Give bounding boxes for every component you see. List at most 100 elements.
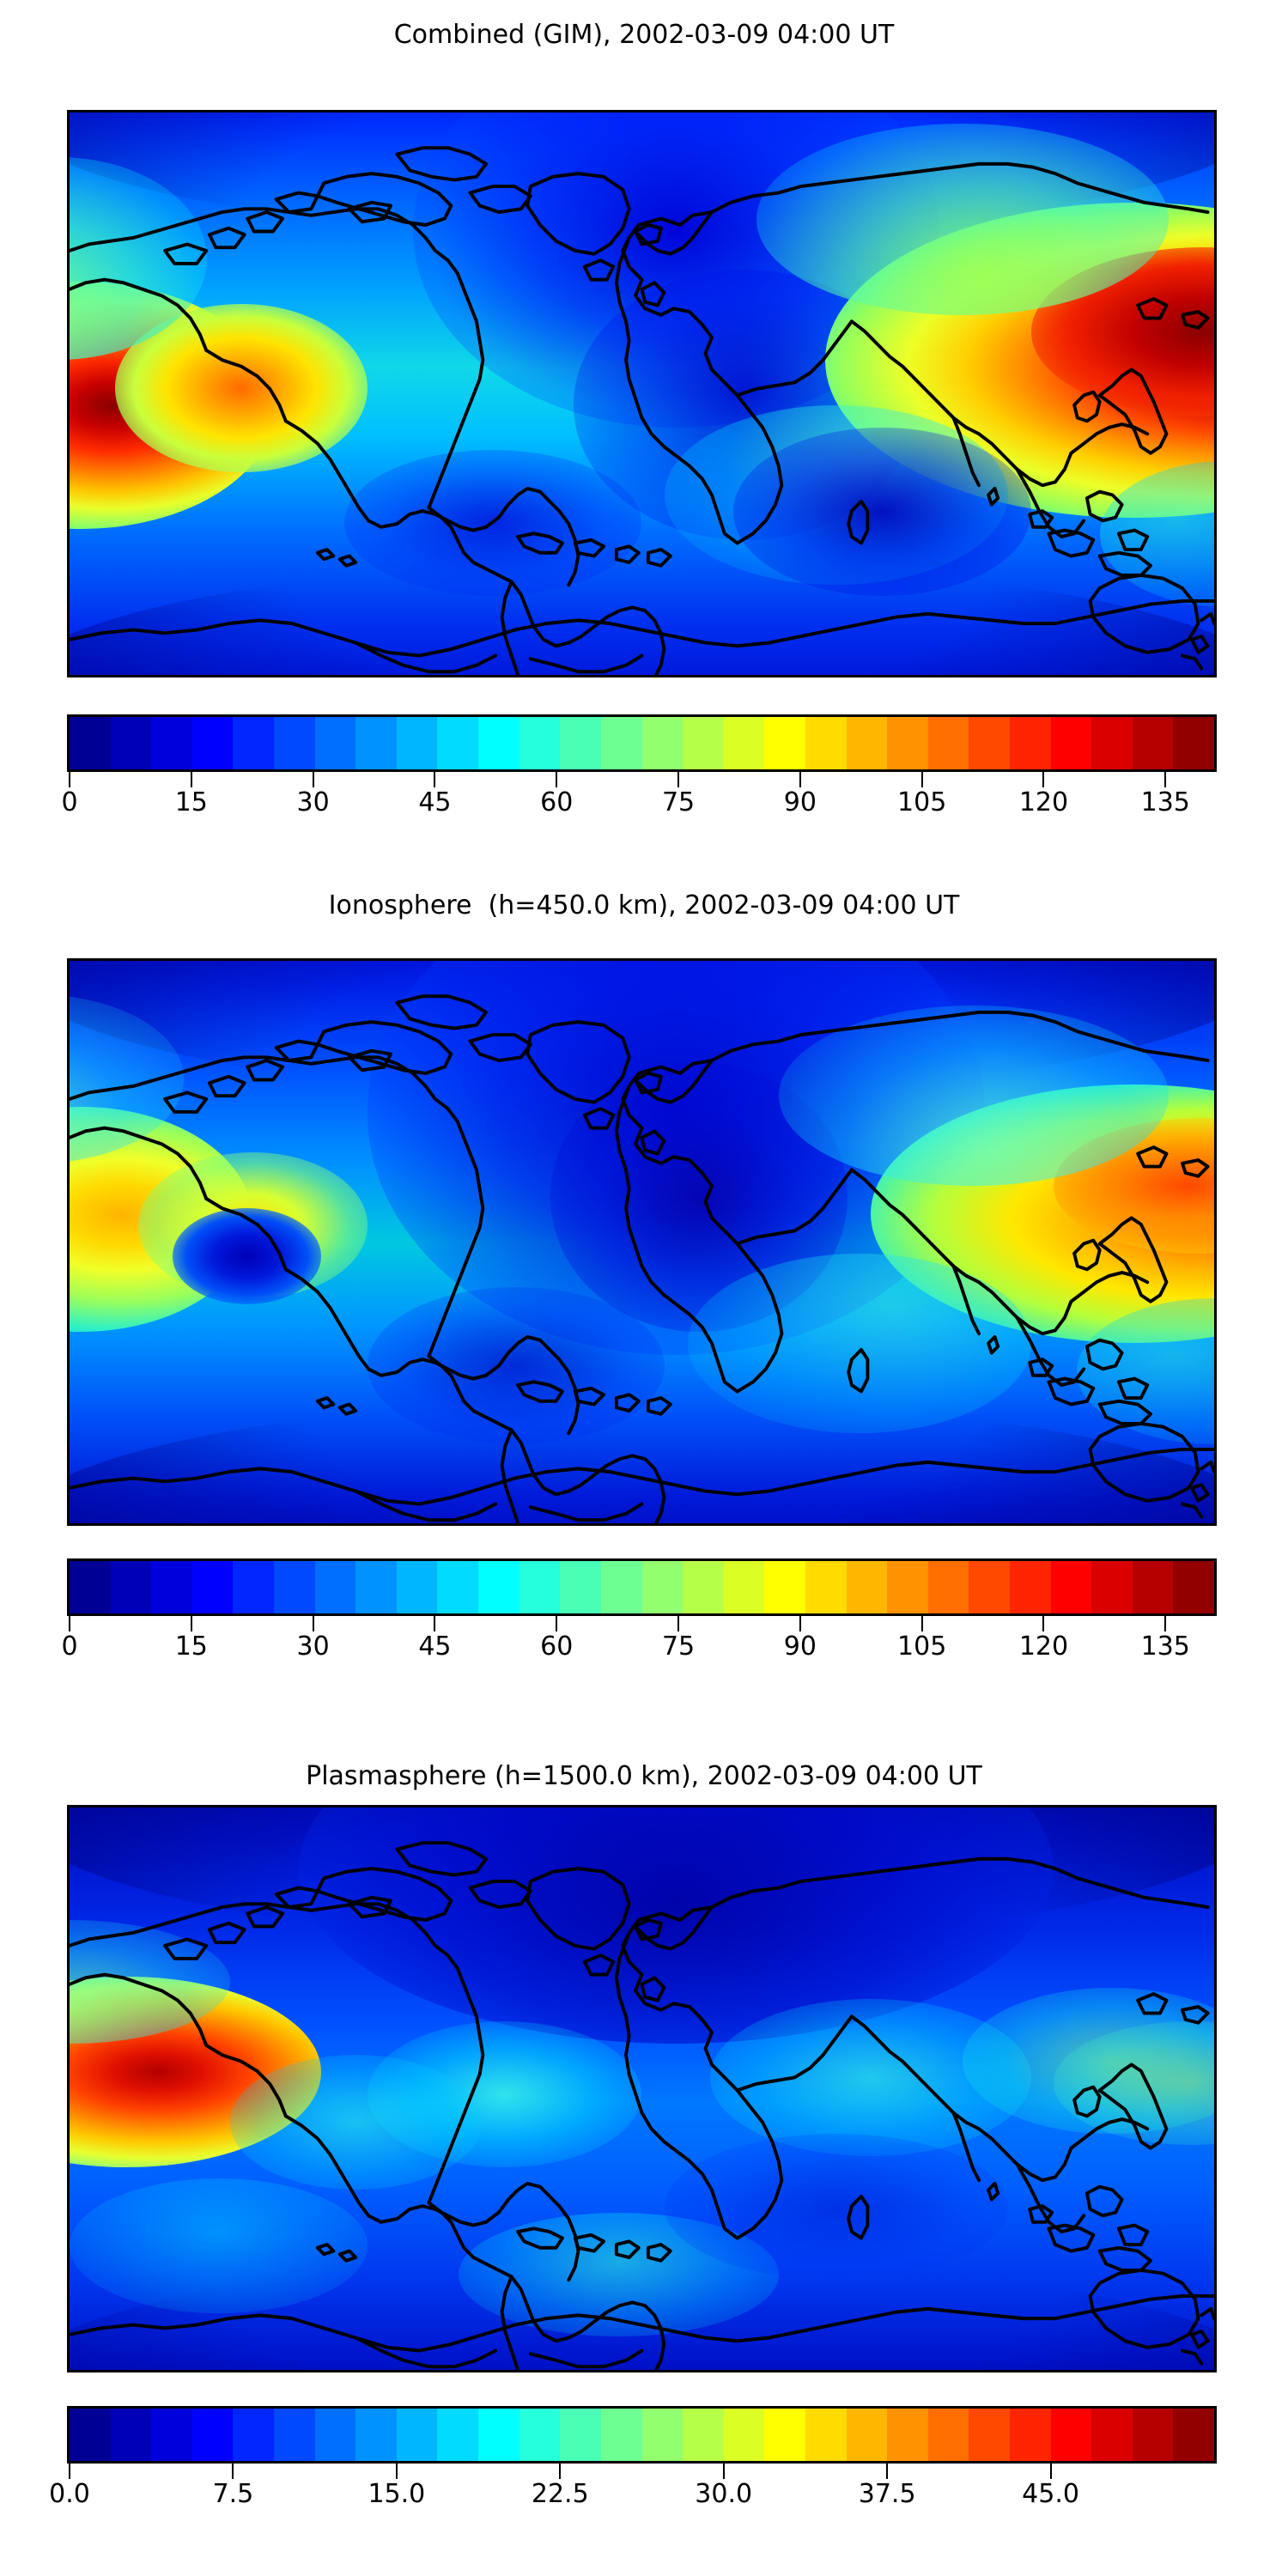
colorbar-tick [69,1616,70,1631]
colorbar-band [233,1561,275,1613]
colorbar-band [805,717,847,769]
colorbar-tick [1042,772,1045,787]
colorbar-tick [312,1616,314,1631]
colorbar-band [437,1561,479,1613]
coastline-overlay [70,1807,1214,2370]
colorbar-band [1132,2409,1174,2461]
colorbar-band [1050,1561,1092,1613]
colorbar-tick-labels: 0 15 30 45 60 75 90 105 120 135 [61,787,1217,822]
colorbar-band [927,717,969,769]
colorbar-tick-label: 120 [1018,1631,1069,1662]
colorbar-band [887,1561,928,1613]
colorbar-band [887,2409,928,2461]
colorbar-tick [799,772,801,787]
colorbar-band [437,2409,479,2461]
colorbar-band [969,717,1011,769]
tec-field-ionosphere [70,961,1214,1523]
colorbar-band [1132,1561,1174,1613]
colorbar-tick-label: 105 [897,787,947,817]
colorbar-band [437,717,479,769]
colorbar-tick [920,1616,923,1631]
colorbar-plasmasphere: 0.0 7.5 15.0 22.5 30.0 37.5 45.0 [49,2406,1217,2535]
colorbar-band [478,717,519,769]
colorbar-band [723,1561,765,1613]
colorbar-tick [556,772,558,787]
tec-blob [962,1987,1214,2134]
colorbar-band [927,1561,969,1613]
colorbar-tick [886,2464,889,2479]
colorbar-tick-label: 45 [418,1631,452,1662]
colorbar-band [641,717,683,769]
tec-field-combined-gim [70,112,1214,675]
tec-blob [687,1253,1031,1434]
tec-blob [367,1286,665,1445]
colorbar-tick-label: 45 [418,787,452,817]
colorbar-band [683,1561,724,1613]
colorbar-band [969,1561,1011,1613]
colorbar-tick-label: 30 [296,1631,330,1662]
colorbar-band [1091,717,1133,769]
map-ionosphere [67,958,1217,1526]
colorbar-band [355,1561,397,1613]
colorbar-ionosphere: 0 15 30 45 60 75 90 105 120 135 [61,1558,1217,1687]
colorbar-tick-label: 90 [783,787,817,817]
colorbar-band [151,717,192,769]
tec-blob [733,427,1031,597]
colorbar-band [396,717,438,769]
tec-blob [779,1005,1169,1186]
colorbar-band [478,1561,519,1613]
colorbar-band [274,717,315,769]
colorbar-band [764,1561,805,1613]
colorbar-tick [920,772,923,787]
colorbar-band [233,717,275,769]
colorbar-tick-label: 22.5 [531,2479,589,2509]
colorbar-band [723,717,765,769]
colorbar-tick [434,772,436,787]
colorbar-tick-label: 90 [783,1631,817,1662]
colorbar-ticks [67,772,1217,787]
colorbar-band [191,1561,234,1613]
colorbar-band [314,717,356,769]
colorbar-band [1010,2409,1051,2461]
colorbar-tick-label: 60 [540,787,574,817]
colorbar-band [560,1561,601,1613]
colorbar-band [1091,2409,1133,2461]
colorbar-tick-label: 30 [296,787,330,817]
colorbar-band [355,717,397,769]
colorbar-tick-label: 45.0 [1022,2479,1079,2509]
colorbar-band [396,1561,438,1613]
colorbar-band [110,717,152,769]
colorbar-ticks [67,2464,1217,2479]
colorbar-band [151,1561,192,1613]
colorbar-tick-label: 135 [1140,787,1190,817]
colorbar-tick [559,2464,562,2479]
colorbar-tick [232,2464,234,2479]
colorbar-tick [312,772,314,787]
colorbar-band [1173,2409,1215,2461]
colorbar-band [641,2409,683,2461]
tec-blob [172,1208,322,1304]
colorbar-tick [190,772,192,787]
colorbar-tick [434,1616,436,1631]
colorbar-band [1132,717,1174,769]
colorbar-band [723,2409,765,2461]
colorbar-tick-label: 37.5 [858,2479,916,2509]
colorbar-tick [799,1616,801,1631]
colorbar-band [641,1561,683,1613]
colorbar-band [519,2409,561,2461]
colorbar-tick [1164,1616,1167,1631]
colorbar-gradient [67,714,1217,772]
panel-title-combined-gim: Combined (GIM), 2002-03-09 04:00 UT [393,20,895,50]
colorbar-band [1173,717,1215,769]
colorbar-tick [677,772,680,787]
colorbar-tick [1042,1616,1045,1631]
colorbar-band [70,1561,111,1613]
colorbar-band [927,2409,969,2461]
colorbar-tick-label: 15 [174,787,208,817]
colorbar-tick [677,1616,680,1631]
colorbar-tick [722,2464,725,2479]
colorbar-band [683,717,724,769]
colorbar-tick-labels: 0.0 7.5 15.0 22.5 30.0 37.5 45.0 [49,2479,1217,2513]
colorbar-band [191,2409,234,2461]
